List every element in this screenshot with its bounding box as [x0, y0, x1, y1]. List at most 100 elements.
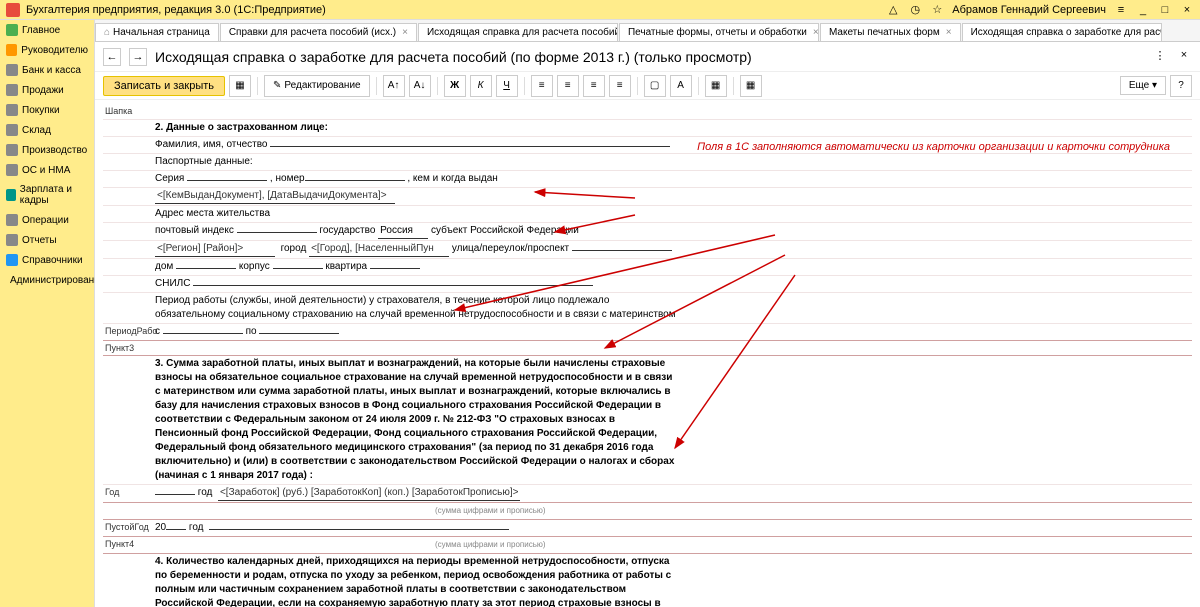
equals-icon[interactable]: ≡ — [1114, 3, 1128, 17]
section-2-title: 2. Данные о застрахованном лице: — [151, 120, 1192, 136]
separator — [733, 77, 734, 95]
sidebar-icon — [6, 144, 18, 156]
sidebar-item-1[interactable]: Руководителю — [0, 40, 94, 60]
sidebar-icon — [6, 189, 16, 201]
sidebar-item-6[interactable]: Производство — [0, 140, 94, 160]
tab-3[interactable]: Печатные формы, отчеты и обработки× — [619, 23, 819, 41]
ulica-field[interactable] — [572, 250, 672, 251]
kvartira-field[interactable] — [370, 268, 420, 269]
sidebar-item-9[interactable]: Операции — [0, 210, 94, 230]
snils-field[interactable] — [193, 285, 593, 286]
nomer-field[interactable] — [305, 180, 405, 181]
sidebar-item-0[interactable]: Главное — [0, 20, 94, 40]
nav-fwd-button[interactable]: → — [129, 48, 147, 66]
app-logo — [6, 3, 20, 17]
align-left-button[interactable]: ≡ — [531, 75, 553, 97]
sidebar-icon — [6, 104, 18, 116]
sidebar-item-11[interactable]: Справочники — [0, 250, 94, 270]
sidebar-item-7[interactable]: ОС и НМА — [0, 160, 94, 180]
sidebar-icon — [6, 234, 18, 246]
align-justify-button[interactable]: ≡ — [609, 75, 631, 97]
clock-icon[interactable]: ◷ — [908, 3, 922, 17]
sidebar-item-12[interactable]: Администрирование — [0, 270, 94, 290]
document-body[interactable]: Поля в 1С заполняются автоматически из к… — [95, 100, 1200, 607]
titlebar-right: △ ◷ ☆ Абрамов Геннадий Сергеевич ≡ _ □ × — [886, 3, 1194, 17]
bold-button[interactable]: Ж — [444, 75, 466, 97]
region-field[interactable]: <[Регион] [Район]> — [155, 242, 275, 257]
edit-button[interactable]: ✎ Редактирование — [264, 75, 370, 97]
sidebar-icon — [6, 124, 18, 136]
tab-5[interactable]: Исходящая справка о заработке для расчет… — [962, 23, 1162, 41]
god-field[interactable] — [155, 494, 195, 495]
save-button[interactable]: ▦ — [229, 75, 251, 97]
menu-icon[interactable]: ⋮ — [1152, 49, 1168, 65]
sidebar-item-8[interactable]: Зарплата и кадры — [0, 180, 94, 210]
font-decrease-button[interactable]: A↓ — [409, 75, 431, 97]
user-name[interactable]: Абрамов Геннадий Сергеевич — [952, 4, 1106, 16]
section-3-text: 3. Сумма заработной платы, иных выплат и… — [155, 358, 674, 481]
year20-field[interactable] — [166, 529, 186, 530]
font-increase-button[interactable]: A↑ — [383, 75, 405, 97]
sidebar-item-10[interactable]: Отчеты — [0, 230, 94, 250]
bell-icon[interactable]: △ — [886, 3, 900, 17]
nav-back-button[interactable]: ← — [103, 48, 121, 66]
sidebar-item-3[interactable]: Продажи — [0, 80, 94, 100]
row-label-shapka: Шапка — [103, 104, 151, 119]
borders-button[interactable]: ▦ — [705, 75, 727, 97]
tab-close-icon[interactable]: × — [813, 27, 819, 38]
fill-color-button[interactable]: ▢ — [644, 75, 666, 97]
sidebar-icon — [6, 44, 17, 56]
text-color-button[interactable]: A — [670, 75, 692, 97]
separator — [637, 77, 638, 95]
tabs-row: ⌂Начальная страницаСправки для расчета п… — [95, 20, 1200, 42]
save-close-button[interactable]: Записать и закрыть — [103, 76, 225, 96]
separator — [257, 77, 258, 95]
tab-4[interactable]: Макеты печатных форм× — [820, 23, 961, 41]
fio-label: Фамилия, имя, отчество — [155, 139, 268, 150]
addr-label: Адрес места жительства — [151, 206, 1192, 222]
sidebar-item-5[interactable]: Склад — [0, 120, 94, 140]
separator — [698, 77, 699, 95]
tab-close-icon[interactable]: × — [946, 27, 952, 38]
toolbar: Записать и закрыть ▦ ✎ Редактирование A↑… — [95, 72, 1200, 100]
page-title: Исходящая справка о заработке для расчет… — [155, 49, 1144, 65]
sidebar-item-4[interactable]: Покупки — [0, 100, 94, 120]
separator — [376, 77, 377, 95]
close-icon[interactable]: × — [1180, 3, 1194, 17]
star-icon[interactable]: ☆ — [930, 3, 944, 17]
align-center-button[interactable]: ≡ — [557, 75, 579, 97]
tab-2[interactable]: Исходящая справка для расчета пособий 00… — [418, 23, 618, 41]
passport-label: Паспортные данные: — [151, 154, 1192, 170]
tab-0[interactable]: ⌂Начальная страница — [95, 23, 219, 41]
seria-field[interactable] — [187, 180, 267, 181]
pustoi-zarabotok-field[interactable] — [209, 529, 509, 530]
gorod-field[interactable]: <[Город], [НаселенныйПун — [309, 242, 449, 257]
home-icon: ⌂ — [104, 27, 110, 38]
dom-field[interactable] — [176, 268, 236, 269]
separator — [524, 77, 525, 95]
gosudarstvo-field[interactable]: Россия — [378, 224, 428, 239]
tab-1[interactable]: Справки для расчета пособий (исх.)× — [220, 23, 417, 41]
period-po-field[interactable] — [259, 333, 339, 334]
korpus-field[interactable] — [273, 268, 323, 269]
close-page-icon[interactable]: × — [1176, 49, 1192, 65]
sidebar: ГлавноеРуководителюБанк и кассаПродажиПо… — [0, 20, 95, 607]
zarabotok-field[interactable]: <[Заработок] (руб.) [ЗаработокКоп] (коп.… — [218, 486, 521, 501]
header-row: ← → Исходящая справка о заработке для ра… — [95, 42, 1200, 72]
period-s-field[interactable] — [163, 333, 243, 334]
align-right-button[interactable]: ≡ — [583, 75, 605, 97]
tab-close-icon[interactable]: × — [402, 27, 408, 38]
italic-button[interactable]: К — [470, 75, 492, 97]
underline-button[interactable]: Ч — [496, 75, 518, 97]
kem-vydан-field[interactable]: <[КемВыданДокумент], [ДатаВыдачиДокумент… — [155, 189, 395, 204]
more-button[interactable]: Еще ▾ — [1120, 76, 1166, 95]
fio-field[interactable] — [270, 146, 670, 147]
maximize-icon[interactable]: □ — [1158, 3, 1172, 17]
annotation-text: Поля в 1С заполняются автоматически из к… — [697, 140, 1170, 155]
period-text: Период работы (службы, иной деятельности… — [151, 293, 681, 323]
postindex-field[interactable] — [237, 232, 317, 233]
sidebar-item-2[interactable]: Банк и касса — [0, 60, 94, 80]
help-button[interactable]: ? — [1170, 75, 1192, 97]
minimize-icon[interactable]: _ — [1136, 3, 1150, 17]
grid-button[interactable]: ▦ — [740, 75, 762, 97]
